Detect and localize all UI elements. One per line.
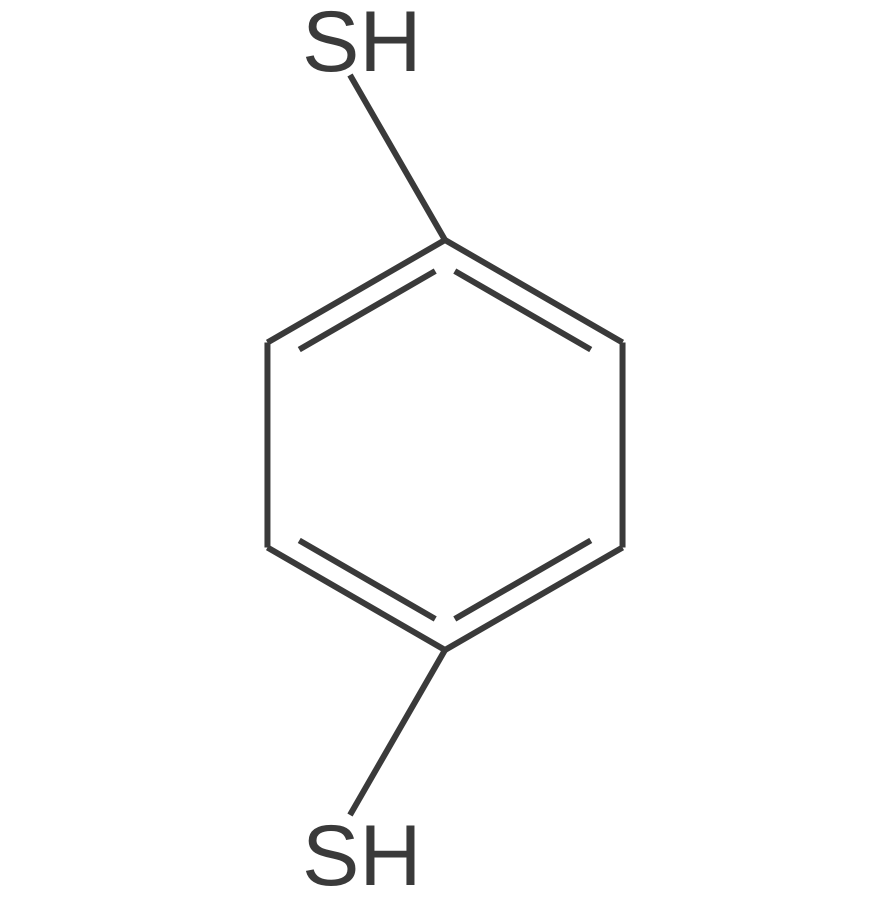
molecule-svg: [0, 0, 890, 890]
molecule-canvas: SH SH: [0, 0, 890, 890]
thiol-bottom-label: SH: [302, 807, 421, 906]
thiol-top-label: SH: [302, 0, 421, 92]
